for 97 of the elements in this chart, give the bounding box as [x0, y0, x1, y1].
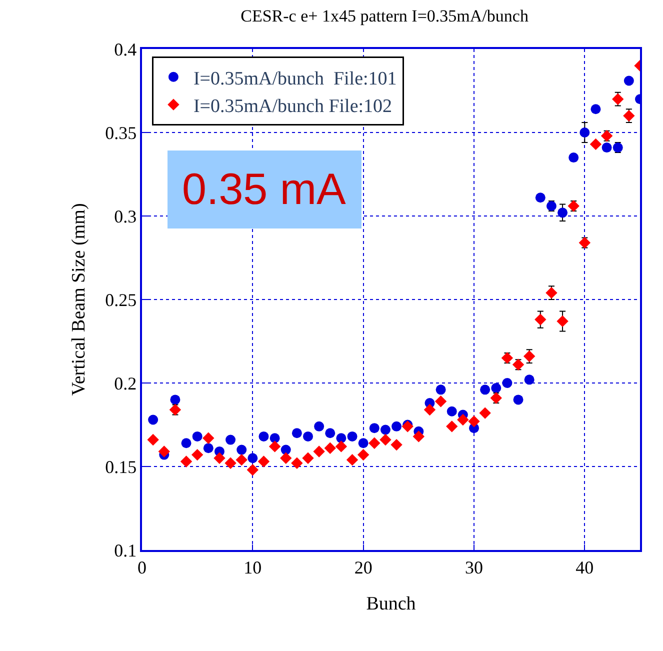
point	[192, 431, 202, 442]
point	[214, 452, 226, 464]
point	[380, 424, 390, 435]
point	[480, 384, 490, 395]
x-tick-label: 30	[465, 557, 483, 578]
point	[236, 454, 248, 466]
point	[314, 421, 324, 432]
point	[202, 432, 214, 444]
point	[224, 457, 236, 470]
chart-title: CESR-c e+ 1x45 pattern I=0.35mA/bunch	[240, 6, 529, 26]
point	[147, 434, 159, 446]
y-tick-label: 0.35	[105, 122, 137, 143]
point	[336, 433, 346, 444]
point	[191, 448, 204, 461]
point	[424, 404, 436, 416]
point	[434, 396, 447, 408]
point	[291, 457, 303, 470]
point	[513, 394, 524, 405]
point	[180, 456, 192, 468]
point	[246, 464, 259, 476]
point	[280, 452, 292, 464]
annotation: 0.35 mA	[182, 165, 347, 214]
x-tick-label: 10	[244, 557, 262, 578]
point	[292, 428, 302, 438]
point	[402, 420, 414, 432]
y-tick-label: 0.3	[114, 206, 137, 226]
point	[446, 406, 457, 416]
point	[512, 358, 524, 370]
point	[479, 407, 491, 419]
y-axis-title: Vertical Beam Size (mm)	[68, 203, 90, 396]
x-tick-label: 20	[354, 557, 372, 578]
point	[313, 446, 325, 458]
point	[236, 444, 247, 455]
point	[258, 456, 270, 468]
point	[490, 392, 502, 404]
point	[181, 438, 192, 448]
legend-label: I=0.35mA/bunch File:101	[193, 68, 397, 90]
point	[580, 128, 590, 138]
point	[380, 434, 392, 446]
point	[270, 433, 280, 444]
point	[158, 446, 170, 458]
point	[390, 438, 402, 451]
point	[169, 404, 182, 416]
point	[600, 130, 613, 142]
point	[558, 208, 568, 218]
point	[335, 440, 348, 452]
point	[556, 315, 568, 328]
point	[612, 93, 624, 105]
x-axis-title: Bunch	[366, 594, 416, 615]
y-tick-label: 0.2	[114, 373, 137, 394]
point	[568, 152, 579, 163]
point	[535, 192, 546, 203]
point	[203, 443, 214, 454]
point	[358, 438, 368, 448]
legend-label: I=0.35mA/bunch File:102	[193, 96, 392, 117]
point	[546, 286, 558, 299]
point	[268, 440, 281, 452]
point	[346, 454, 358, 466]
point	[568, 200, 580, 212]
point	[502, 378, 512, 388]
point	[170, 394, 180, 405]
point	[491, 383, 502, 394]
point	[602, 142, 612, 153]
point	[303, 431, 313, 442]
point	[248, 453, 258, 464]
point	[578, 236, 591, 249]
point	[324, 442, 336, 454]
x-tick-label: 40	[576, 557, 594, 578]
point	[412, 430, 425, 442]
point	[347, 431, 358, 442]
point	[436, 384, 446, 395]
point	[446, 420, 458, 432]
y-tick-label: 0.15	[105, 456, 137, 477]
point	[357, 448, 370, 461]
point	[302, 452, 314, 464]
point	[623, 110, 635, 122]
point	[325, 428, 336, 438]
point	[457, 414, 469, 426]
point	[501, 352, 514, 364]
y-tick-label: 0.4	[114, 39, 137, 60]
point	[369, 423, 380, 434]
point	[280, 444, 291, 455]
y-tick-label: 0.25	[105, 290, 137, 310]
point	[524, 374, 534, 385]
point	[468, 416, 480, 428]
point	[226, 434, 236, 445]
point	[148, 414, 158, 425]
point	[392, 421, 402, 432]
point	[534, 314, 546, 326]
x-tick-label: 0	[138, 557, 146, 578]
point	[258, 431, 269, 442]
point	[523, 350, 536, 362]
point	[624, 76, 634, 86]
y-tick-label: 0.1	[114, 540, 137, 560]
point	[368, 437, 380, 449]
point	[590, 138, 602, 150]
point	[590, 104, 601, 114]
